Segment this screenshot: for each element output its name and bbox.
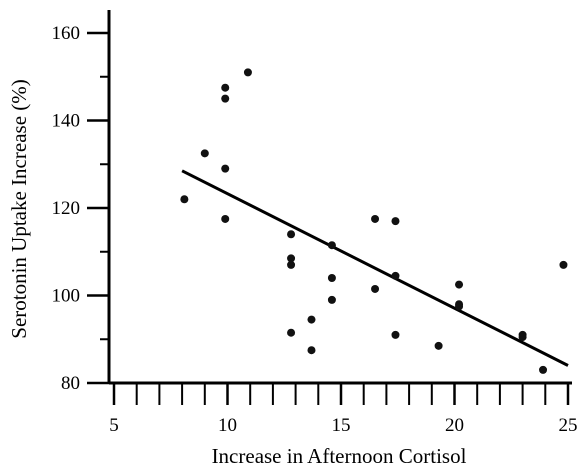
data-point — [371, 284, 380, 293]
x-tick-label: 15 — [332, 415, 351, 436]
data-point — [391, 271, 400, 280]
y-tick-label: 120 — [52, 198, 81, 219]
data-point — [391, 217, 400, 226]
data-point — [307, 315, 316, 324]
data-point — [371, 214, 380, 223]
data-point — [180, 195, 189, 204]
y-tick-label: 80 — [61, 373, 80, 394]
data-point — [200, 149, 209, 158]
data-point — [391, 330, 400, 339]
data-point — [327, 295, 336, 304]
y-tick-label: 160 — [52, 23, 81, 44]
data-point — [221, 164, 230, 173]
data-point — [539, 365, 548, 374]
data-point — [221, 94, 230, 103]
y-tick-label: 100 — [52, 286, 81, 307]
x-tick-label: 20 — [445, 415, 464, 436]
data-point — [287, 254, 296, 263]
data-point — [287, 230, 296, 239]
x-tick-label: 10 — [218, 415, 237, 436]
data-point — [327, 241, 336, 250]
data-point — [221, 214, 230, 223]
data-point — [287, 260, 296, 269]
data-point — [455, 302, 464, 311]
x-tick-label: 25 — [559, 415, 578, 436]
y-axis-title: Serotonin Uptake Increase (%) — [7, 79, 31, 338]
data-point — [559, 260, 568, 269]
data-point — [287, 328, 296, 337]
data-point — [327, 274, 336, 282]
data-point — [307, 346, 316, 355]
y-tick-label: 140 — [52, 111, 81, 132]
data-points — [180, 68, 568, 374]
data-point — [243, 68, 252, 77]
data-point — [221, 83, 230, 92]
data-point — [518, 333, 527, 342]
x-axis-title: Increase in Afternoon Cortisol — [212, 444, 467, 468]
data-point — [434, 341, 443, 350]
tick-marks — [87, 31, 570, 405]
trend-line — [181, 169, 569, 367]
axes — [107, 10, 572, 385]
data-point — [455, 280, 464, 289]
tick-labels: 5 10 15 20 25 80 100 120 140 160 — [52, 23, 578, 436]
x-tick-label: 5 — [109, 415, 119, 436]
